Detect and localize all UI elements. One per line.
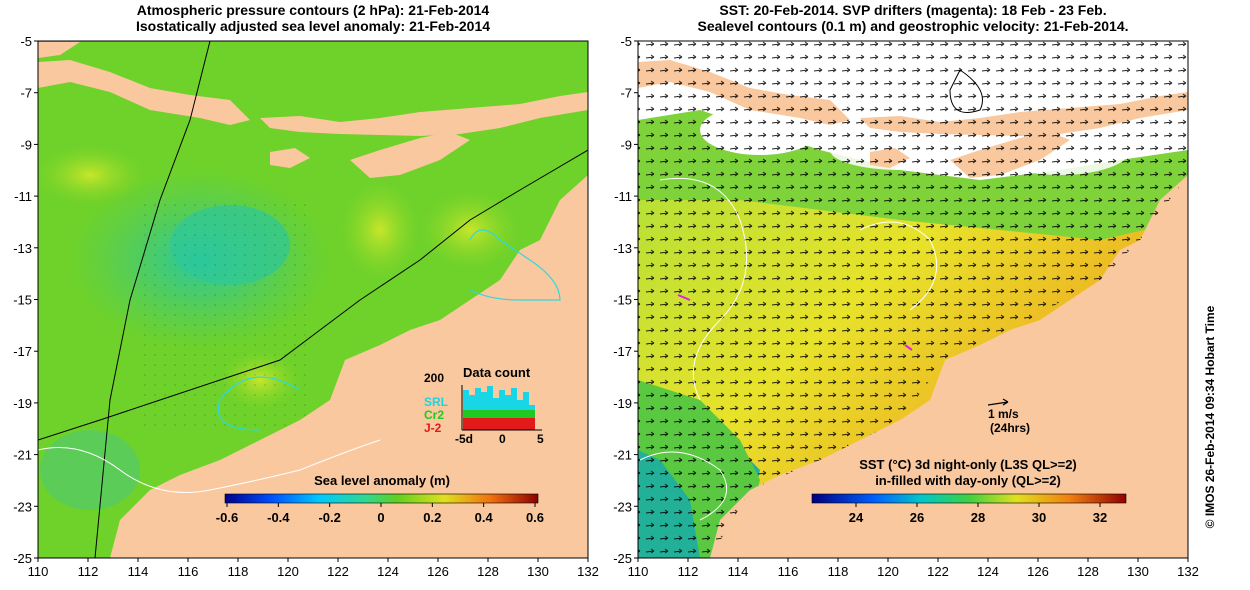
left-title-line2: Isostatically adjusted sea level anomaly… — [135, 18, 491, 34]
y-tick-label: -15 — [613, 293, 632, 308]
x-tick-label: 116 — [178, 564, 199, 579]
x-tick-label: 128 — [1077, 564, 1099, 579]
sst-colorbar-tick-label: 24 — [849, 510, 864, 525]
x-tick-label: 122 — [327, 564, 349, 579]
x-tick-label: 132 — [1177, 564, 1199, 579]
sst-colorbar-label1: SST (°C) 3d night-only (L3S QL>=2) — [859, 457, 1077, 472]
sst-colorbar-tick-label: 28 — [971, 510, 985, 525]
y-tick-label: -19 — [13, 396, 32, 411]
y-tick-label: -23 — [613, 499, 632, 514]
y-tick-label: -23 — [13, 499, 32, 514]
scale-label: 1 m/s — [988, 407, 1019, 421]
velocity-scale: 1 m/s (24hrs) — [987, 398, 1030, 435]
x-tick-label: 110 — [628, 564, 649, 579]
australia-land-right — [710, 175, 1188, 558]
indonesia-islands-left — [38, 60, 250, 125]
y-tick-label: -21 — [613, 448, 632, 463]
sst-colorbar: SST (°C) 3d night-only (L3S QL>=2) in-fi… — [811, 457, 1127, 525]
inset-ymax: 200 — [424, 371, 444, 385]
x-tick-label: 120 — [277, 564, 299, 579]
sla-colorbar-tick-label: -0.4 — [267, 510, 290, 525]
x-tick-label: 112 — [78, 564, 99, 579]
sla-colorbar-tick-label: 0.4 — [475, 510, 494, 525]
y-tick-label: -13 — [13, 241, 32, 256]
x-tick-label: 126 — [1027, 564, 1049, 579]
y-tick-label: -11 — [14, 189, 32, 204]
y-tick-label: -15 — [13, 293, 32, 308]
sla-colorbar-tick-label: 0.6 — [526, 510, 544, 525]
y-tick-label: -17 — [13, 344, 32, 359]
x-tick-label: 124 — [377, 564, 399, 579]
x-tick-label: 132 — [577, 564, 599, 579]
y-tick-label: -21 — [13, 448, 32, 463]
y-tick-label: -17 — [613, 344, 632, 359]
y-tick-label: -19 — [613, 396, 632, 411]
y-tick-label: -7 — [620, 86, 632, 101]
copyright-text: © IMOS 26-Feb-2014 09:34 Hobart Time — [1203, 305, 1217, 529]
scale-sublabel: (24hrs) — [990, 421, 1030, 435]
sst-colorbar-tick-label: 30 — [1032, 510, 1046, 525]
inset-bars — [463, 386, 535, 430]
x-tick-label: 116 — [778, 564, 799, 579]
x-tick-label: 118 — [228, 564, 249, 579]
x-tick-label: 120 — [877, 564, 899, 579]
x-tick-label: 130 — [1127, 564, 1149, 579]
y-tick-label: -25 — [613, 551, 632, 566]
left-map-title: Atmospheric pressure contours (2 hPa): 2… — [38, 2, 588, 34]
sla-colorbar-label: Sea level anomaly (m) — [314, 473, 450, 488]
x-tick-label: 124 — [977, 564, 999, 579]
inset-xtick: -5d — [455, 432, 473, 446]
x-tick-label: 128 — [477, 564, 499, 579]
inset-xtick: 0 — [499, 432, 506, 446]
inset-series-srl: SRL — [424, 395, 448, 409]
y-tick-label: -7 — [20, 86, 32, 101]
x-tick-label: 114 — [128, 564, 149, 579]
x-tick-label: 112 — [678, 564, 699, 579]
inset-title: Data count — [463, 365, 531, 380]
sla-colorbar-tick-label: -0.2 — [318, 510, 340, 525]
inset-series-cr2: Cr2 — [424, 408, 444, 422]
y-tick-label: -13 — [613, 241, 632, 256]
left-title-line1: Atmospheric pressure contours (2 hPa): 2… — [136, 2, 490, 18]
sla-colorbar-tick-label: 0.2 — [423, 510, 441, 525]
x-tick-label: 126 — [427, 564, 449, 579]
sst-colorbar-label2: in-filled with day-only (QL>=2) — [875, 473, 1061, 488]
inset-series-j2: J-2 — [424, 421, 442, 435]
right-map-title: SST: 20-Feb-2014. SVP drifters (magenta)… — [638, 2, 1188, 34]
sla-colorbar-tick-label: 0 — [377, 510, 384, 525]
x-tick-label: 122 — [927, 564, 949, 579]
sst-map — [638, 41, 1188, 558]
y-tick-label: -11 — [614, 189, 632, 204]
y-tick-label: -5 — [620, 34, 632, 49]
data-count-inset: Data count 200 SRL Cr2 J-2 -5d 0 5 — [424, 365, 544, 446]
australia-land-left — [110, 175, 588, 558]
sst-colorbar-tick-label: 26 — [910, 510, 924, 525]
sla-colorbar: Sea level anomaly (m) -0.6 -0.4 -0.2 0 0.2 0.… — [216, 473, 544, 525]
y-tick-label: -9 — [20, 137, 32, 152]
x-tick-label: 130 — [527, 564, 549, 579]
sla-colorbar-tick-label: -0.6 — [216, 510, 238, 525]
y-tick-label: -9 — [620, 137, 632, 152]
x-tick-label: 118 — [828, 564, 849, 579]
inset-xtick: 5 — [537, 432, 544, 446]
x-tick-label: 110 — [28, 564, 49, 579]
right-title-line2: Sealevel contours (0.1 m) and geostrophi… — [697, 18, 1129, 34]
sla-map — [38, 41, 588, 558]
y-tick-label: -25 — [13, 551, 32, 566]
axis-ticks: 110 112 114 116 118 120 122 124 126 128 130 132 -5 -7… — [13, 34, 1199, 579]
right-title-line1: SST: 20-Feb-2014. SVP drifters (magenta)… — [719, 2, 1107, 18]
copyright-sidebar: © IMOS 26-Feb-2014 09:34 Hobart Time — [1190, 290, 1217, 560]
x-tick-label: 114 — [728, 564, 749, 579]
y-tick-label: -5 — [20, 34, 32, 49]
sst-colorbar-tick-label: 32 — [1093, 510, 1107, 525]
